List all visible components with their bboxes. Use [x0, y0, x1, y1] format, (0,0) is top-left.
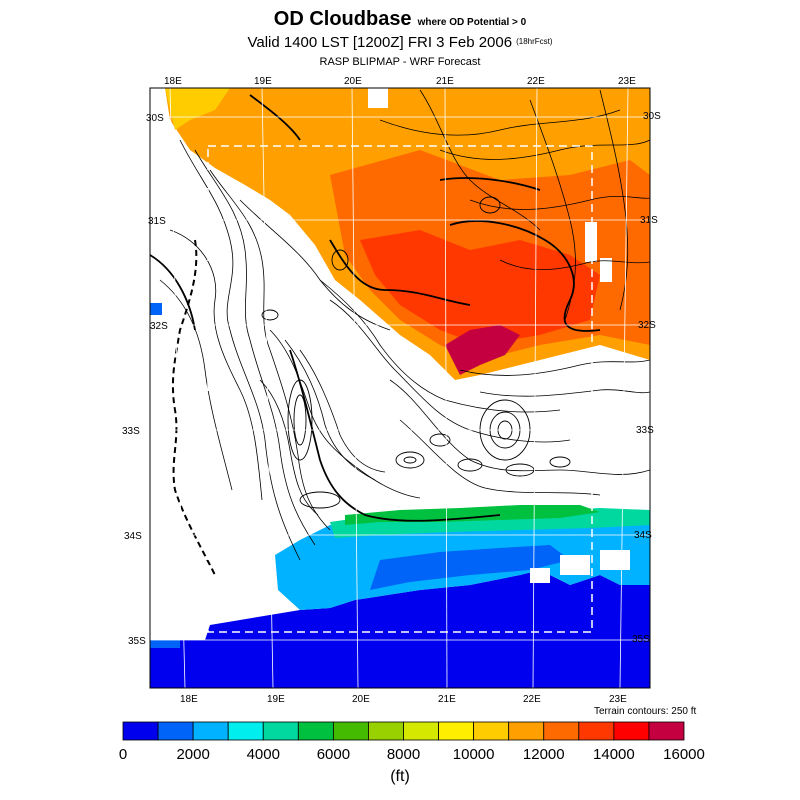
title-qualifier: where OD Potential > 0	[417, 17, 527, 28]
colorbar-swatch	[122, 721, 159, 741]
valid-time-line: Valid 1400 LST [1200Z] FRI 3 Feb 2006 (18…	[0, 34, 800, 51]
lat-labels-left: 30S 31S 32S 33S 34S 35S	[122, 113, 168, 647]
lat-right-2: 32S	[638, 320, 656, 331]
colorbar-swatch	[262, 721, 299, 741]
colorbar-tick-label: 8000	[387, 746, 420, 763]
terrain-note: Terrain contours: 250 ft	[594, 706, 697, 717]
gap-south-3	[530, 568, 550, 583]
lon-top-5: 23E	[618, 76, 636, 87]
colorbar-tick-label: 6000	[317, 746, 350, 763]
terrain-major-contours	[150, 94, 601, 522]
lon-top-3: 21E	[436, 76, 454, 87]
colorbar-unit: (ft)	[390, 768, 410, 785]
gap-east-1	[585, 222, 597, 262]
colorbar-swatch	[438, 721, 475, 741]
lat-left-4: 34S	[124, 531, 142, 542]
lon-bottom-5: 23E	[609, 694, 627, 705]
forecast-hours: (18hrFcst)	[516, 37, 553, 46]
lon-top-2: 20E	[344, 76, 362, 87]
lon-bottom-0: 18E	[180, 694, 198, 705]
lon-bottom-3: 21E	[438, 694, 456, 705]
latlon-grid	[150, 88, 650, 688]
lat-left-1: 31S	[148, 216, 166, 227]
isolated-cell-32s	[150, 303, 162, 315]
inner-domain-box	[207, 145, 593, 633]
lat-right-3: 33S	[636, 425, 654, 436]
lat-right-0: 30S	[643, 111, 661, 122]
coastline-dashed	[171, 239, 216, 576]
fill-ocean-south	[150, 570, 650, 688]
colorbar-tick-label: 14000	[593, 746, 635, 763]
colorbar-tick-label: 2000	[176, 746, 209, 763]
lon-bottom-4: 22E	[523, 694, 541, 705]
lat-left-5: 35S	[128, 636, 146, 647]
colorbar-swatch	[403, 721, 439, 741]
gap-south-1	[560, 555, 590, 575]
colorbar-swatch	[578, 721, 615, 741]
colorbar-swatch	[648, 721, 685, 741]
colorbar-swatch	[508, 721, 545, 741]
gap-north	[368, 88, 388, 108]
colorbar-swatch	[613, 721, 650, 741]
map-area	[150, 88, 650, 688]
lon-top-4: 22E	[527, 76, 545, 87]
colorbar-swatch	[192, 721, 229, 741]
lat-left-2: 32S	[150, 321, 168, 332]
colorbar-swatch	[332, 721, 369, 741]
gap-south-2	[600, 550, 630, 570]
colorbar: 0 2000 4000 6000 8000 10000 12000 14000 16000	[119, 721, 705, 763]
colorbar-tick-label: 10000	[453, 746, 495, 763]
colorbar-tick-label: 0	[119, 746, 127, 763]
colorbar-swatch	[368, 721, 404, 741]
colorbar-tick-label: 4000	[247, 746, 280, 763]
lat-left-3: 33S	[122, 426, 140, 437]
lat-labels-right: 30S 31S 32S 33S 34S 35S	[632, 111, 661, 645]
colorbar-swatch	[157, 721, 194, 741]
colorbar-swatch	[473, 721, 510, 741]
source-line: RASP BLIPMAP - WRF Forecast	[0, 56, 800, 68]
fill-band-11000	[165, 88, 230, 130]
colorbar-tick-label: 12000	[523, 746, 565, 763]
lat-right-1: 31S	[640, 215, 658, 226]
lon-labels-top: 18E 19E 20E 21E 22E 23E	[164, 76, 636, 87]
fill-band-14500	[360, 230, 600, 345]
lat-left-0: 30S	[146, 113, 164, 124]
lon-bottom-2: 20E	[352, 694, 370, 705]
fill-band-15500	[445, 325, 520, 375]
fill-band-3000	[370, 545, 570, 590]
source: RASP BLIPMAP - WRF Forecast	[319, 56, 481, 68]
lat-right-5: 35S	[632, 634, 650, 645]
lon-labels-bottom: 18E 19E 20E 21E 22E 23E	[180, 694, 627, 705]
cell-sw	[150, 640, 180, 648]
gap-east-2	[600, 258, 612, 282]
map-frame	[149, 87, 651, 689]
colorbar-swatch	[297, 721, 334, 741]
colorbar-swatch	[227, 721, 264, 741]
lat-right-4: 34S	[634, 530, 652, 541]
terrain-contours	[159, 89, 650, 561]
lon-top-0: 18E	[164, 76, 182, 87]
colorbar-swatch	[543, 721, 580, 741]
colorbar-tick-label: 16000	[663, 746, 705, 763]
valid-time: Valid 1400 LST [1200Z] FRI 3 Feb 2006	[247, 34, 513, 51]
title-main: OD Cloudbase	[273, 8, 412, 30]
map-title: OD Cloudbase where OD Potential > 0	[0, 8, 800, 31]
lon-top-1: 19E	[254, 76, 272, 87]
lon-bottom-1: 19E	[267, 694, 285, 705]
